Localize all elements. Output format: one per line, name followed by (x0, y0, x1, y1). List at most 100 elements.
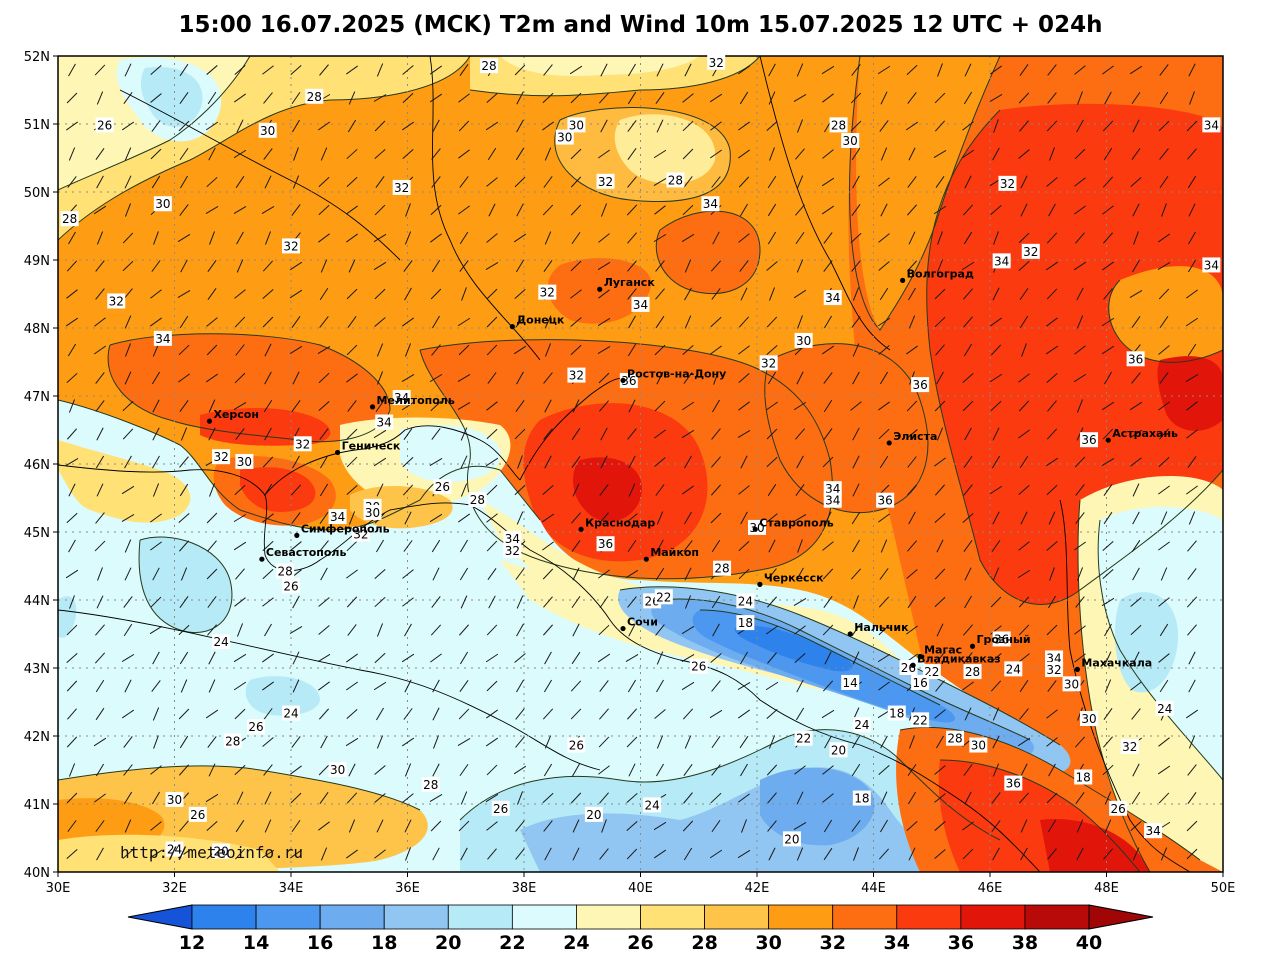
wind-barb (821, 345, 835, 355)
wind-barb (233, 541, 247, 551)
wind-barb (486, 709, 498, 719)
wind-barb (515, 316, 525, 328)
isotherm-label-bg (555, 129, 574, 145)
wind-barb (514, 428, 526, 440)
wind-barb (459, 176, 469, 188)
isotherm-label: 26 (433, 479, 452, 495)
wind-barb (543, 763, 553, 777)
wind-barb (430, 288, 442, 300)
wind-barb (1074, 177, 1086, 187)
wind-barb (990, 205, 1002, 215)
wind-barb (684, 567, 692, 581)
wind-barb (962, 204, 974, 216)
wind-barb (374, 793, 386, 803)
wind-barb (768, 287, 776, 301)
wind-barb (1102, 764, 1114, 776)
isotherm-label-text: 24 (213, 635, 228, 649)
wind-barb (1076, 119, 1084, 133)
wind-barb (1102, 428, 1114, 440)
wind-barb (961, 261, 975, 271)
wind-barb (93, 737, 107, 747)
wind-barb (989, 94, 1003, 102)
wind-barb (626, 736, 638, 748)
wind-barb (67, 708, 77, 720)
wind-barb (1159, 428, 1169, 440)
isotherm-label-bg (584, 806, 603, 822)
wind-barb (318, 372, 330, 384)
wind-barb (822, 793, 834, 803)
wind-barb (261, 849, 275, 859)
wind-barb (429, 373, 443, 383)
wind-barb (738, 345, 750, 355)
wind-barb (486, 233, 498, 243)
wind-barb (264, 791, 272, 805)
wind-barb (68, 63, 76, 77)
wind-barb (460, 595, 468, 609)
wind-barb (317, 121, 331, 131)
wind-barb (179, 596, 189, 608)
wind-barb (598, 624, 610, 636)
wind-barb (263, 708, 273, 720)
wind-barb (66, 92, 78, 104)
wind-barb (261, 205, 275, 215)
wind-barb (292, 371, 300, 385)
wind-barb (429, 513, 443, 523)
wind-barb (66, 848, 78, 860)
wind-barb (457, 317, 471, 327)
wind-barb (823, 819, 833, 833)
wind-barb (179, 735, 189, 749)
wind-barb (543, 176, 553, 188)
isotherm-label-bg (841, 674, 860, 690)
isotherm-label-text: 32 (505, 544, 520, 558)
wind-barb (656, 63, 664, 77)
wind-barb (1018, 541, 1030, 551)
wind-barb (821, 177, 835, 187)
isotherm-label-text: 28 (831, 118, 846, 132)
isotherm-label-text: 30 (1064, 677, 1079, 691)
wind-barb (991, 539, 1001, 553)
wind-barb (684, 287, 692, 301)
wind-barb (1130, 597, 1142, 607)
wind-barb (877, 65, 891, 75)
isotherm-label: 20 (584, 806, 603, 822)
wind-barb (934, 92, 946, 104)
wind-barb (823, 428, 833, 440)
wind-barb (962, 848, 974, 860)
wind-barb (1101, 317, 1115, 327)
isotherm-label: 24 (212, 634, 231, 650)
wind-barb (486, 428, 498, 440)
wind-barb (402, 569, 414, 579)
isotherm-label-text: 32 (569, 369, 584, 383)
wind-barb (1159, 64, 1169, 76)
wind-barb (68, 483, 76, 497)
wind-barb (460, 427, 468, 441)
wind-barb (600, 63, 608, 77)
wind-barb (682, 345, 694, 355)
wind-barb (429, 65, 443, 75)
wind-barb (823, 847, 833, 861)
wind-barb (627, 288, 637, 300)
wind-barb (152, 427, 160, 441)
wind-barb (963, 343, 973, 357)
wind-barb (1131, 539, 1141, 553)
longitude-axis: 30E 32E 34E 36E 38E 40E 42E 44E 46E 48E 50E (46, 872, 1235, 896)
wind-barb (1102, 568, 1114, 580)
wind-barb (514, 653, 526, 663)
wind-barb (290, 849, 302, 859)
isotherm-label: 20 (212, 843, 231, 859)
wind-barb (768, 847, 776, 861)
wind-barb (236, 231, 244, 245)
wind-barb (1186, 289, 1198, 299)
isotherm-label-text: 34 (703, 197, 718, 211)
wind-barb (992, 427, 1000, 441)
isotherm-label-bg (293, 436, 312, 452)
wind-barb (1129, 429, 1143, 439)
wind-barb (151, 120, 161, 132)
wind-barb (542, 541, 554, 551)
wind-barb (1132, 567, 1140, 581)
isotherm-label-text: 34 (825, 291, 840, 305)
isotherm-label-bg (911, 712, 930, 728)
wind-barb (348, 763, 356, 777)
